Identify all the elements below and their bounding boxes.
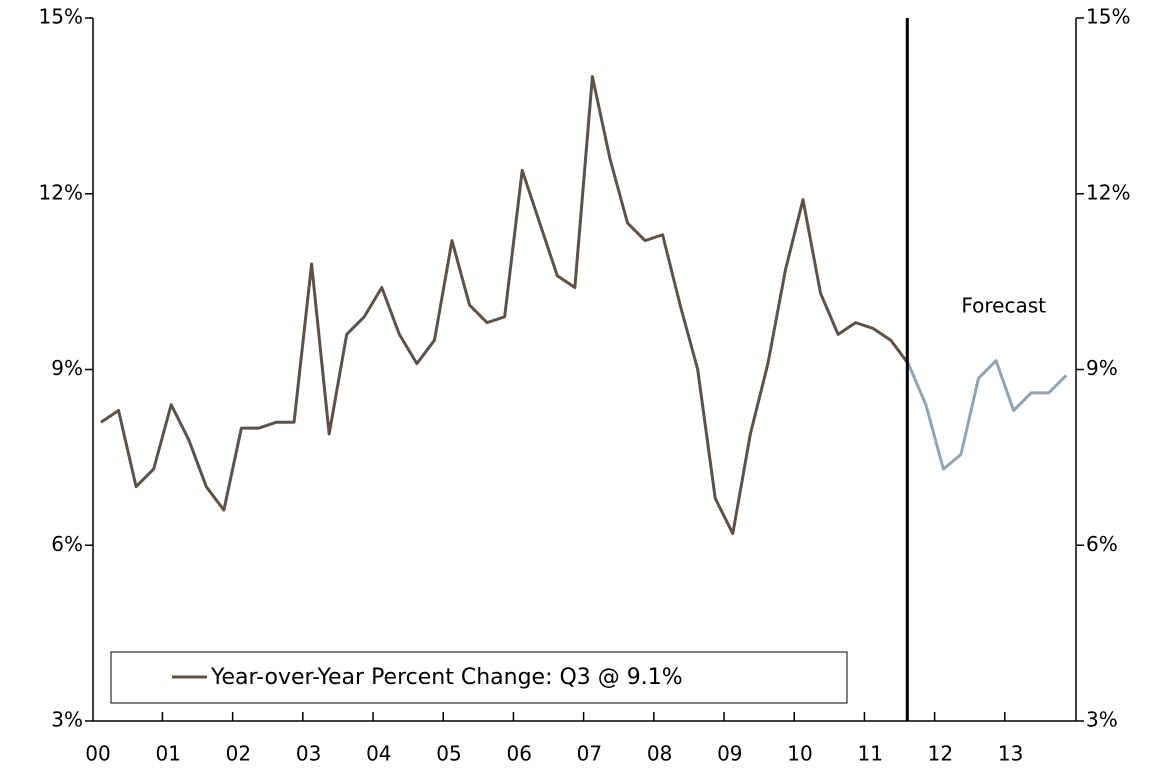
annotation: Forecast [961,294,1046,318]
x-tick-label: 01 [155,742,180,766]
x-tick-label: 08 [647,742,672,766]
y2-tick-label: 15% [1086,5,1130,29]
x-tick-label: 06 [506,742,531,766]
x-tick-label: 04 [366,742,391,766]
y-tick-label: 3% [51,708,83,732]
x-tick-label: 10 [787,742,812,766]
series-line [906,359,1068,471]
x-tick-label: 12 [928,742,953,766]
y-tick-label: 6% [51,532,83,556]
x-tick-label: 00 [85,742,110,766]
series-line [100,75,910,536]
x-tick-label: 07 [577,742,602,766]
legend-label: Year-over-Year Percent Change: Q3 @ 9.1% [210,665,683,690]
y-tick-label: 12% [39,180,83,204]
y-tick-label: 15% [39,5,83,29]
y2-tick-label: 12% [1086,180,1130,204]
legend-box [110,651,848,704]
y2-tick-label: 3% [1086,708,1118,732]
x-tick-label: 09 [717,742,742,766]
x-tick-label: 03 [296,742,321,766]
x-tick-label: 11 [857,742,882,766]
x-tick-label: 13 [998,742,1023,766]
y-tick-label: 9% [51,356,83,380]
x-tick-label: 02 [226,742,251,766]
x-tick-label: 05 [436,742,461,766]
y2-tick-label: 9% [1086,356,1118,380]
y2-tick-label: 6% [1086,532,1118,556]
